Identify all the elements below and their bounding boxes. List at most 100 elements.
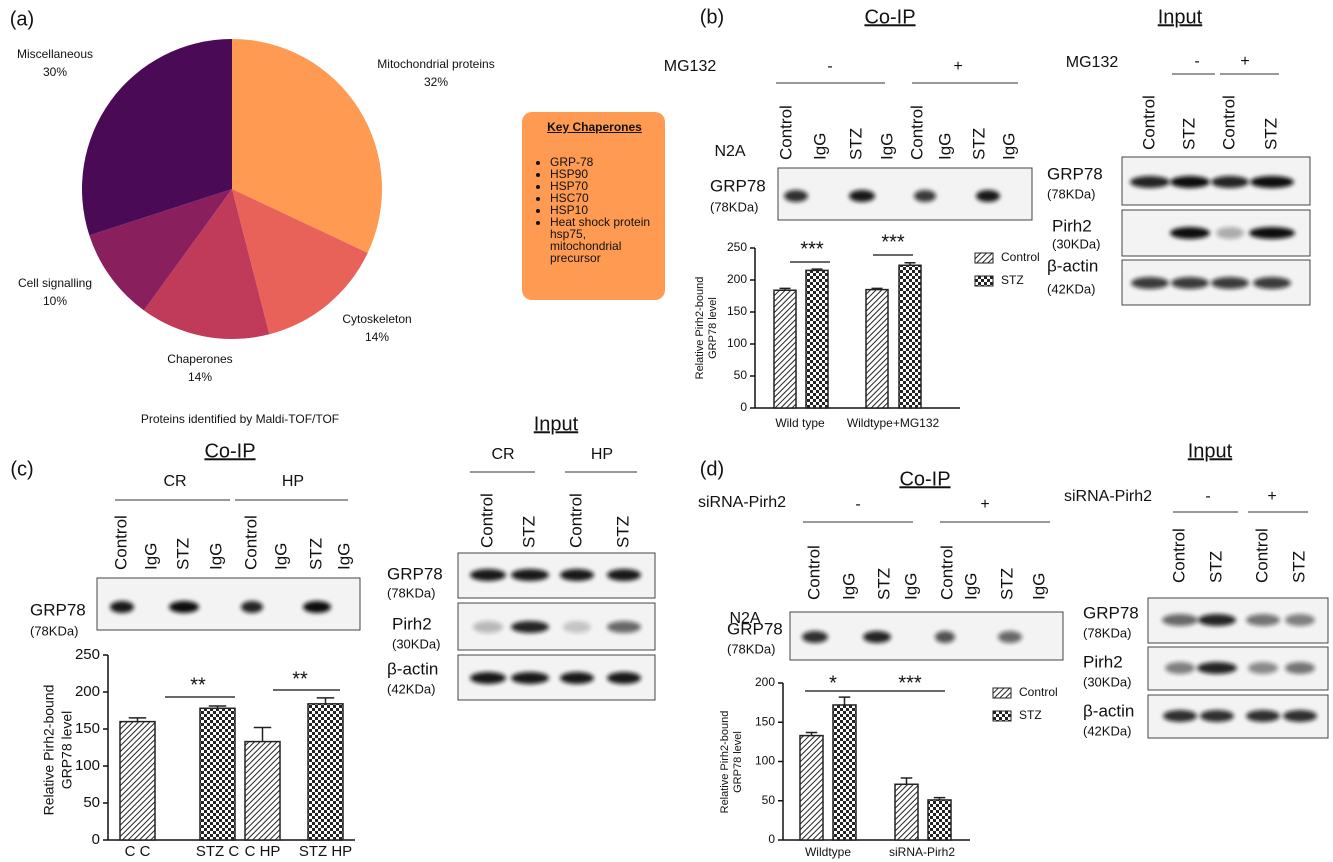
lane-label: IgG [1029, 573, 1048, 600]
panel-label: (b) [700, 6, 724, 28]
error-bar [933, 796, 946, 800]
row-label: GRP78 [1047, 164, 1103, 183]
pie-label: Chaperones [167, 352, 232, 366]
row-label: GRP78 [710, 176, 766, 195]
row-size-label: (78KDa) [710, 199, 758, 214]
y-tick-label: 250 [727, 240, 747, 254]
row-size-label: (78KDa) [1047, 186, 1095, 201]
bar [832, 704, 857, 841]
y-axis-label: Relative Pirh2-bound [41, 685, 57, 816]
y-tick-label: 200 [75, 683, 100, 700]
panel-label: (c) [10, 458, 33, 480]
blot-band [1285, 614, 1315, 626]
row-size-label: (42KDa) [1083, 723, 1131, 738]
pie-label: Cytoskeleton [342, 312, 411, 326]
y-tick-label: 250 [75, 646, 100, 663]
blot-band [1198, 614, 1236, 626]
y-axis-label: Relative Pirh2-bound [719, 711, 731, 814]
lane-label: Control [1219, 95, 1238, 150]
lane-label: STZ [969, 128, 988, 160]
blot-band [863, 631, 891, 643]
lane-label: IgG [206, 543, 225, 570]
row-size-label: (78KDa) [727, 641, 775, 656]
legend-label: Control [1019, 685, 1058, 699]
y-tick-label: 50 [734, 368, 748, 382]
lane-label: IgG [334, 543, 353, 570]
lane-label: Control [477, 493, 496, 548]
blot-band [563, 621, 591, 633]
panel-label: (d) [700, 458, 724, 480]
lane-label: STZ [1179, 118, 1198, 150]
bar [805, 269, 829, 409]
lane-label: Control [111, 515, 130, 570]
group-label: - [827, 58, 832, 75]
lane-label: Control [937, 545, 956, 600]
blot-band [1197, 662, 1237, 674]
y-tick-label: 150 [755, 714, 775, 728]
blot-title: Co-IP [204, 440, 255, 462]
row-label: β-actin [1083, 701, 1134, 720]
treatment-label: MG132 [664, 58, 717, 75]
blot-band [1249, 227, 1295, 239]
y-tick-label: 50 [83, 794, 100, 811]
key-item: Heat shock protein hsp75, mitochondrial … [550, 216, 657, 264]
lane-label: STZ [874, 568, 893, 600]
row-size-label: (78KDa) [30, 623, 78, 638]
lane-label: IgG [810, 133, 829, 160]
row-label: Pirh2 [1052, 216, 1092, 235]
blot-band [1216, 227, 1244, 239]
group-label: - [1205, 488, 1210, 505]
blot-band [473, 621, 503, 633]
blot-band [849, 190, 875, 202]
blot-band [1211, 176, 1249, 188]
blot-band [935, 631, 955, 643]
pie-label: Cell signalling [18, 276, 92, 290]
error-bar [838, 696, 851, 705]
pie-slice [89, 189, 232, 311]
blot-band [976, 190, 1000, 202]
lane-label: Control [1252, 528, 1271, 583]
blot-band [1200, 710, 1234, 722]
row-size-label: (30KDa) [392, 636, 440, 651]
pie-label: Miscellaneous [17, 47, 93, 61]
y-tick-label: 50 [762, 793, 776, 807]
blot-band [511, 621, 549, 633]
significance: *** [881, 231, 905, 253]
treatment-label: siRNA-Pirh2 [698, 494, 786, 511]
pie-label: Mitochondrial proteins [377, 57, 494, 71]
significance: ** [190, 674, 206, 696]
blot-band [470, 672, 506, 684]
lane-label: IgG [839, 573, 858, 600]
key-item: HSP70 [550, 180, 657, 192]
treatment-label: siRNA-Pirh2 [1064, 488, 1152, 505]
lane-label: STZ [519, 516, 538, 548]
error-bar [316, 697, 335, 704]
blot-title: Input [1188, 440, 1233, 462]
blot-band [560, 672, 594, 684]
blot-band [560, 569, 594, 581]
x-tick-label: siRNA-Pirh2 [889, 845, 955, 859]
error-bar [805, 731, 818, 736]
error-bar [779, 287, 791, 291]
blot-band [1246, 710, 1280, 722]
treatment-label: MG132 [1066, 54, 1119, 71]
lane-label: IgG [141, 543, 160, 570]
y-tick-label: 100 [755, 754, 775, 768]
blot-band [1170, 176, 1210, 188]
bar [865, 288, 889, 409]
legend-swatch [974, 275, 994, 287]
row-size-label: (42KDa) [387, 681, 435, 696]
row-label: GRP78 [387, 564, 443, 583]
bar [898, 264, 922, 409]
lane-label: STZ [846, 128, 865, 160]
row-label: β-actin [1047, 256, 1098, 275]
key-chaperones-box: Key Chaperones GRP-78HSP90HSP70HSC70HSP1… [522, 112, 665, 300]
blot-band [784, 190, 808, 202]
lane-label: STZ [1206, 551, 1225, 583]
x-tick-label: Wildtype+MG132 [847, 416, 940, 430]
lane-label: Control [241, 515, 260, 570]
significance: * [829, 672, 837, 694]
blot-band [1283, 710, 1317, 722]
